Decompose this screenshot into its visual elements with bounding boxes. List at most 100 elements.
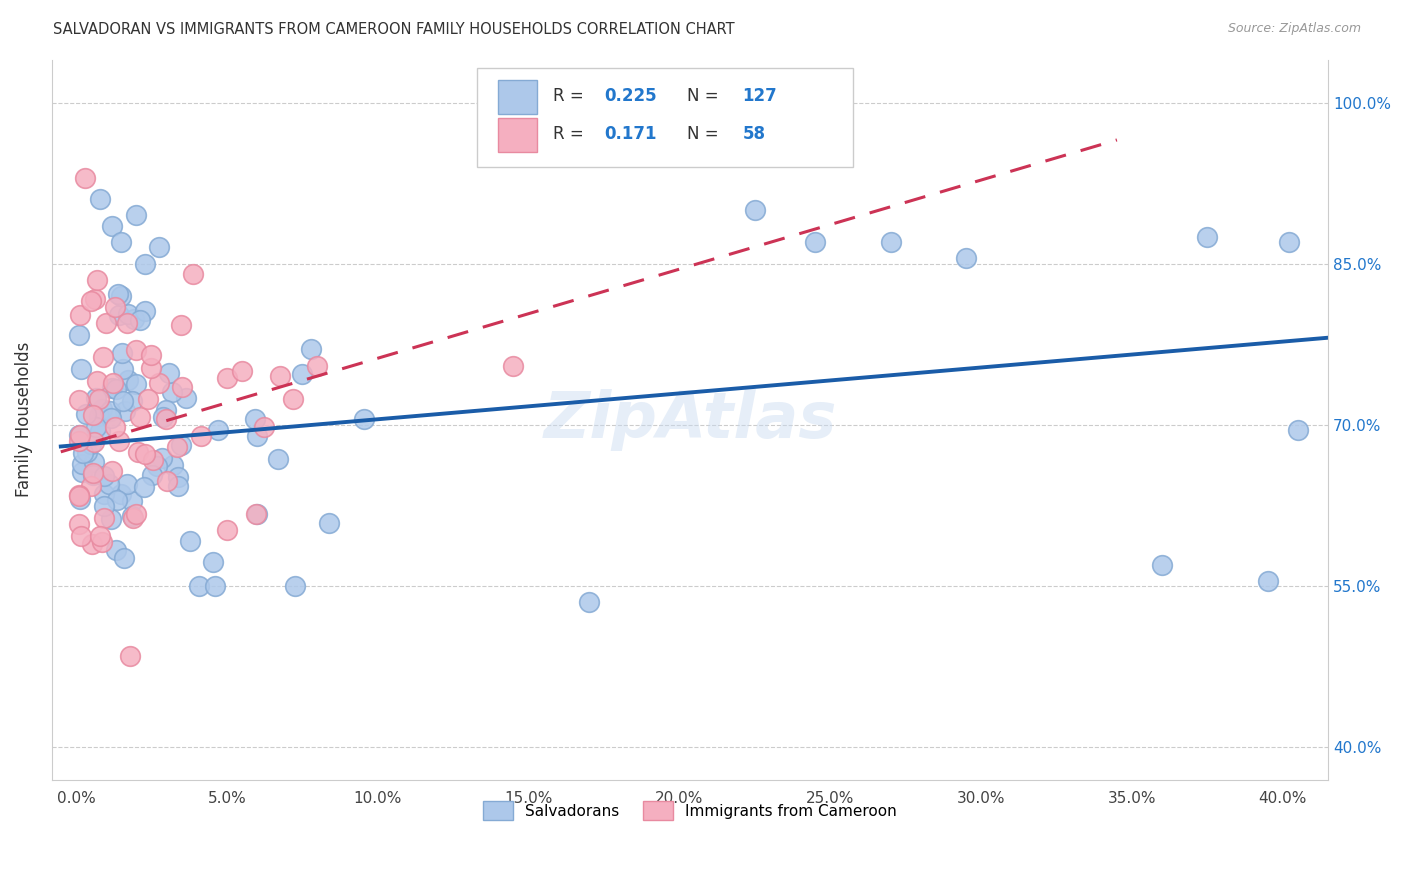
Point (101, 464, 124, 478)
Point (101, 376, 124, 390)
Point (110, 487, 132, 501)
Point (170, 318, 193, 332)
Point (1286, 423, 1309, 437)
Point (129, 410, 152, 425)
Point (122, 312, 145, 326)
Point (170, 380, 193, 394)
Point (112, 361, 135, 376)
Point (120, 648, 142, 663)
Point (134, 447, 156, 461)
Point (67, 434, 90, 448)
Point (269, 369, 291, 384)
Point (105, 382, 128, 396)
Point (291, 368, 314, 382)
Point (76, 445, 98, 459)
Point (98, 403, 121, 417)
Point (117, 307, 139, 321)
Point (121, 493, 143, 508)
Point (245, 507, 267, 521)
Point (108, 434, 131, 449)
Point (104, 420, 127, 434)
Point (307, 359, 329, 373)
Point (69, 528, 91, 542)
Point (136, 392, 159, 406)
Point (155, 402, 177, 417)
Point (246, 429, 269, 443)
Point (169, 437, 191, 451)
Point (108, 308, 131, 322)
Point (157, 367, 180, 381)
Point (284, 579, 307, 593)
Point (70, 458, 93, 472)
Point (94, 316, 117, 330)
Point (67, 327, 90, 342)
Point (67, 428, 90, 442)
Point (112, 551, 135, 566)
Point (125, 343, 148, 357)
Point (125, 507, 148, 521)
Point (97, 476, 120, 491)
Point (91, 350, 114, 364)
Point (804, 235, 827, 250)
Point (82, 467, 104, 482)
Point (578, 595, 600, 609)
Point (89, 528, 111, 542)
Point (166, 470, 188, 484)
Point (215, 523, 238, 537)
Point (1152, 558, 1174, 572)
Point (1197, 230, 1219, 244)
Point (89, 192, 111, 206)
Point (82, 466, 104, 480)
Point (107, 286, 129, 301)
Point (187, 579, 209, 593)
Point (67, 489, 90, 503)
Point (744, 202, 766, 217)
Text: Source: ZipAtlas.com: Source: ZipAtlas.com (1227, 22, 1361, 36)
Point (231, 364, 253, 378)
Point (1278, 235, 1301, 250)
FancyBboxPatch shape (499, 118, 537, 153)
Point (90, 535, 112, 549)
Point (69, 428, 91, 442)
Point (84, 391, 107, 405)
Point (110, 235, 132, 250)
Point (111, 345, 134, 359)
Point (160, 384, 183, 399)
Point (80, 479, 103, 493)
Point (76, 407, 98, 421)
Point (110, 289, 132, 303)
Point (281, 392, 304, 407)
Point (207, 423, 229, 437)
Point (253, 420, 276, 434)
Point (117, 373, 139, 387)
Point (80, 294, 103, 309)
Point (69, 492, 91, 507)
FancyBboxPatch shape (499, 79, 537, 114)
Text: 0.171: 0.171 (605, 126, 657, 144)
Point (299, 342, 322, 356)
Point (90, 402, 112, 417)
Point (217, 371, 239, 385)
Point (190, 428, 212, 442)
Text: R =: R = (554, 126, 595, 144)
Point (125, 209, 148, 223)
Point (89, 409, 111, 424)
Point (127, 444, 149, 458)
Point (121, 510, 143, 524)
Point (114, 404, 136, 418)
Point (162, 458, 184, 472)
Point (155, 411, 177, 425)
Point (318, 516, 340, 530)
Point (67, 488, 90, 502)
Point (125, 377, 148, 392)
Point (67, 392, 90, 407)
Point (246, 508, 269, 522)
Point (955, 252, 977, 266)
Point (134, 257, 156, 271)
Point (879, 235, 901, 250)
Point (129, 312, 152, 326)
Text: SALVADORAN VS IMMIGRANTS FROM CAMEROON FAMILY HOUSEHOLDS CORRELATION CHART: SALVADORAN VS IMMIGRANTS FROM CAMEROON F… (53, 22, 735, 37)
Point (86, 273, 108, 287)
Text: N =: N = (688, 126, 724, 144)
Point (134, 303, 156, 318)
